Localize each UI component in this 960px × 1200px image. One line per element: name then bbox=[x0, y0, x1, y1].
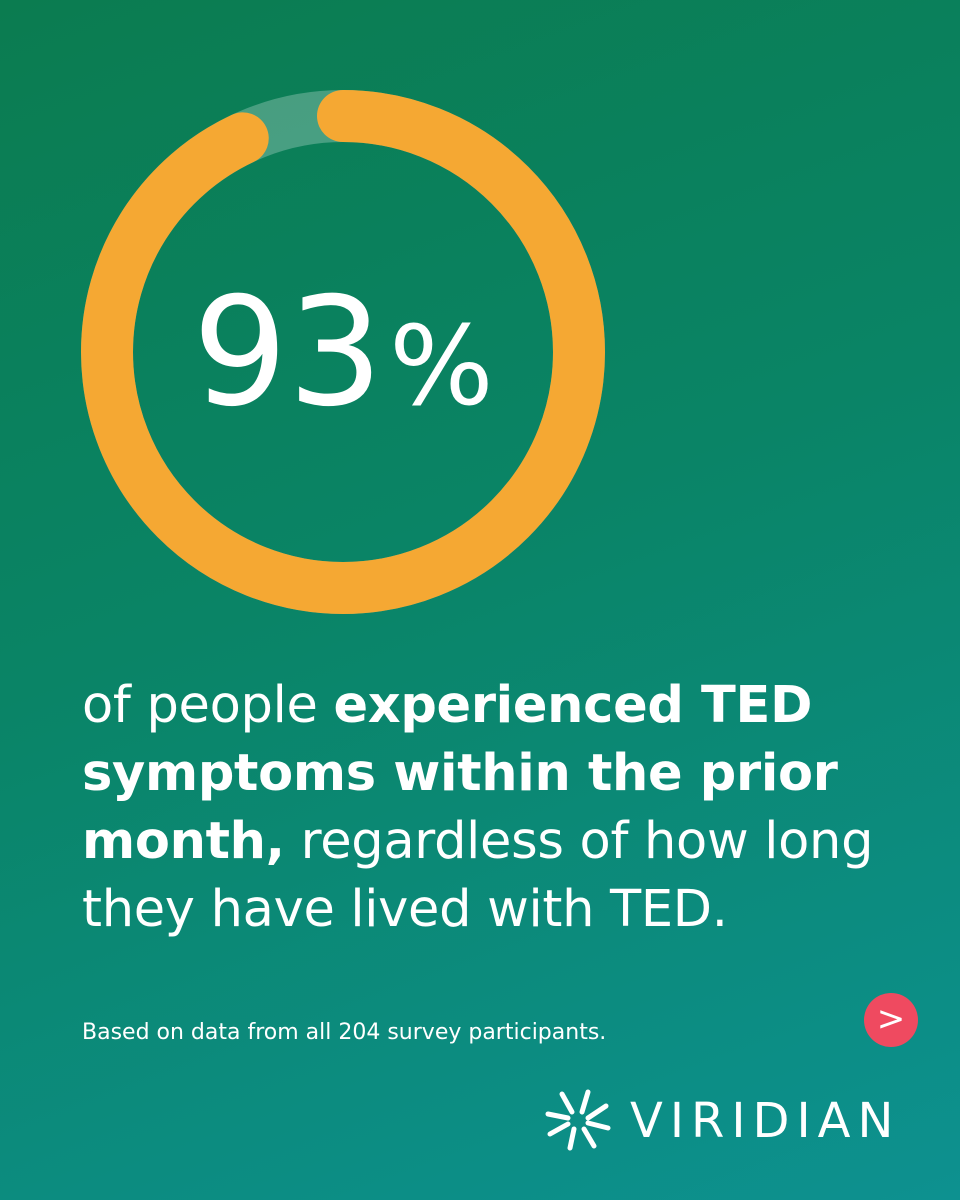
caption-segment: of people bbox=[82, 676, 334, 735]
caption-segment: experienced TED symptoms within the prio… bbox=[82, 676, 856, 871]
next-button[interactable]: > bbox=[864, 993, 918, 1047]
logo-icon bbox=[545, 1089, 611, 1151]
value-label: 93% bbox=[192, 266, 493, 440]
footnote: Based on data from all 204 survey partic… bbox=[82, 1020, 607, 1045]
logo-text: VIRIDIAN bbox=[630, 1093, 900, 1149]
caption: of people experienced TED symptoms withi… bbox=[82, 672, 922, 944]
caption-segment: regardless of how long they have lived w… bbox=[82, 812, 890, 939]
donut-arc bbox=[81, 90, 605, 614]
